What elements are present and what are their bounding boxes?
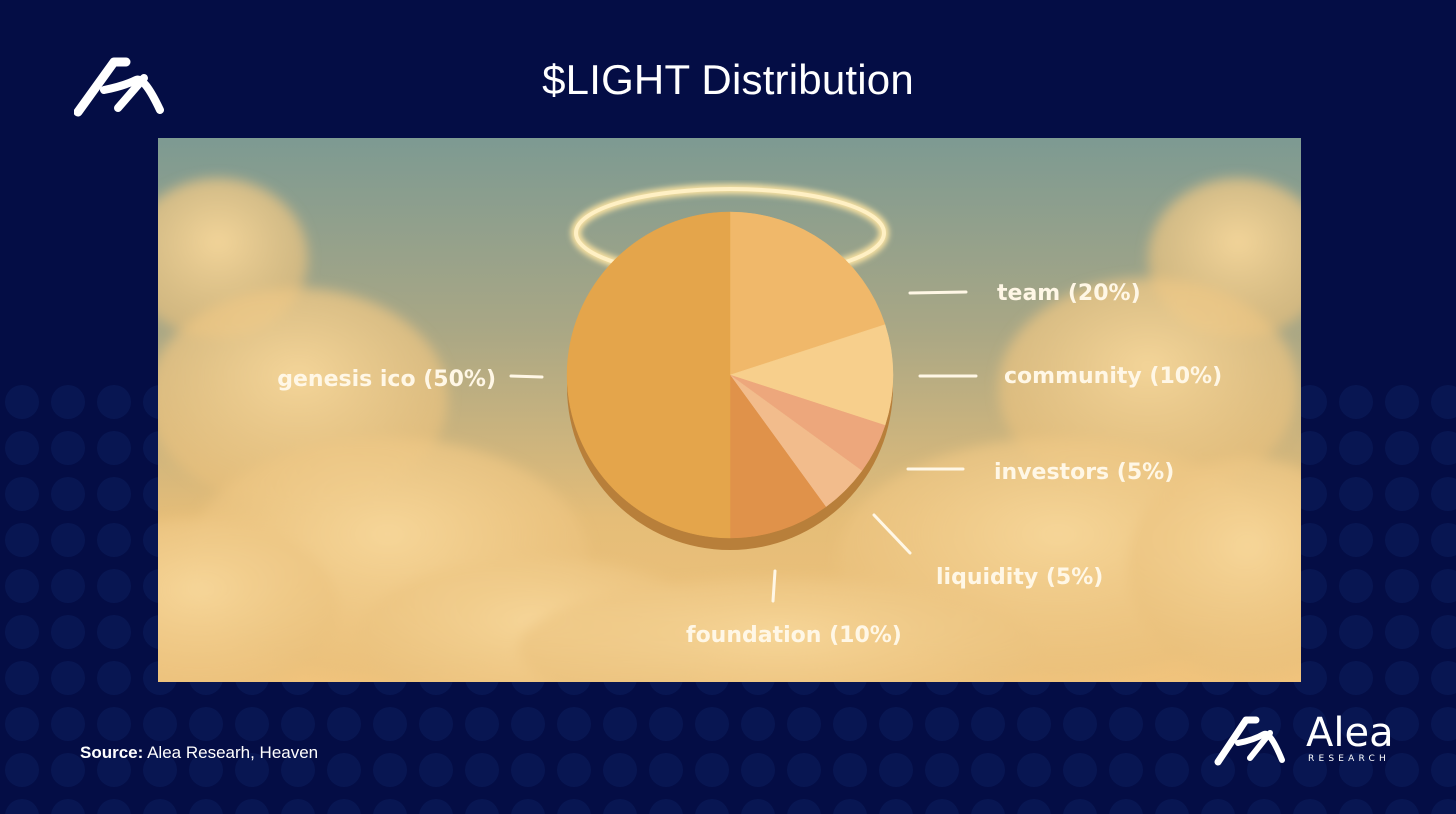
brand-subtitle: RESEARCH — [1308, 754, 1390, 764]
source-text: Alea Researh, Heaven — [147, 743, 319, 762]
alea-brand-icon — [1214, 716, 1285, 766]
source-note: Source: Alea Researh, Heaven — [80, 743, 318, 763]
label-investors: investors (5%) — [994, 460, 1174, 485]
brand-name: Alea — [1306, 710, 1394, 756]
clouds — [158, 178, 1301, 682]
source-prefix: Source: — [80, 743, 144, 762]
chart-panel: team (20%) community (10%) investors (5%… — [158, 138, 1301, 682]
pie-slice-community — [729, 324, 894, 426]
label-community: community (10%) — [1004, 364, 1222, 389]
alea-logo-icon — [74, 57, 164, 117]
pie-slice-genesis-ico — [566, 211, 731, 539]
label-foundation: foundation (10%) — [686, 623, 902, 648]
label-team: team (20%) — [997, 281, 1141, 306]
pie-slice-foundation — [729, 374, 827, 539]
label-genesis-ico: genesis ico (50%) — [277, 367, 496, 392]
brand-logo: Alea RESEARCH — [1214, 710, 1404, 768]
label-liquidity: liquidity (5%) — [936, 565, 1103, 590]
pie-slice-team — [729, 211, 886, 376]
page-title: $LIGHT Distribution — [542, 56, 914, 103]
pie-chart: team (20%) community (10%) investors (5%… — [158, 138, 1301, 682]
leader-lines — [509, 290, 978, 603]
